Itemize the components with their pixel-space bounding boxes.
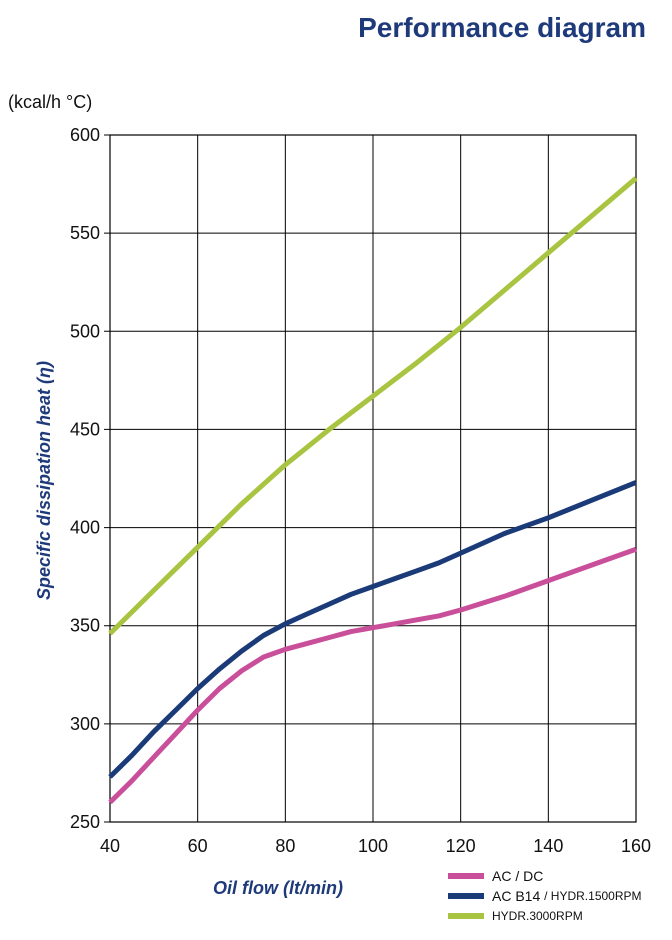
legend-label-ac-dc: AC / DC	[492, 868, 544, 884]
y-tick-label: 550	[70, 223, 100, 243]
y-tick-label: 350	[70, 616, 100, 636]
legend-swatch-ac-b14	[448, 893, 484, 899]
legend-item-hydr-3000: HYDR.3000RPM	[448, 906, 642, 926]
x-tick-label: 100	[358, 836, 388, 856]
x-tick-label: 140	[533, 836, 563, 856]
series-line-0	[108, 546, 637, 805]
y-tick-label: 450	[70, 419, 100, 439]
y-axis-unit: (kcal/h °C)	[8, 92, 93, 112]
x-axis-label: Oil flow (lt/min)	[213, 878, 343, 898]
legend-label-hydr-3000: HYDR.3000RPM	[492, 909, 583, 923]
y-tick-label: 600	[70, 125, 100, 145]
y-tick-label: 500	[70, 321, 100, 341]
plot-area-border	[109, 134, 637, 823]
legend-swatch-ac-dc	[448, 873, 484, 879]
legend-swatch-hydr-3000	[448, 913, 484, 919]
x-tick-label: 120	[446, 836, 476, 856]
x-tick-label: 160	[621, 836, 651, 856]
y-tick-label: 300	[70, 714, 100, 734]
y-tick-label: 250	[70, 812, 100, 832]
legend-label-ac-b14-suffix: / HYDR.1500RPM	[544, 889, 642, 903]
legend: AC / DC AC B14 / HYDR.1500RPM HYDR.3000R…	[448, 866, 642, 926]
x-tick-label: 80	[275, 836, 295, 856]
series-line-1	[108, 480, 637, 779]
x-tick-label: 60	[188, 836, 208, 856]
performance-chart: 40 60 80 100 120 140 160 250 300 350 400 450 500 550 6…	[70, 125, 651, 856]
legend-label-ac-b14: AC B14	[492, 888, 541, 904]
legend-item-ac-b14: AC B14 / HYDR.1500RPM	[448, 886, 642, 906]
legend-item-ac-dc: AC / DC	[448, 866, 642, 886]
y-tick-label: 400	[70, 518, 100, 538]
x-tick-label: 40	[100, 836, 120, 856]
page-title: Performance diagram	[358, 12, 646, 43]
series-line-2	[108, 176, 638, 636]
